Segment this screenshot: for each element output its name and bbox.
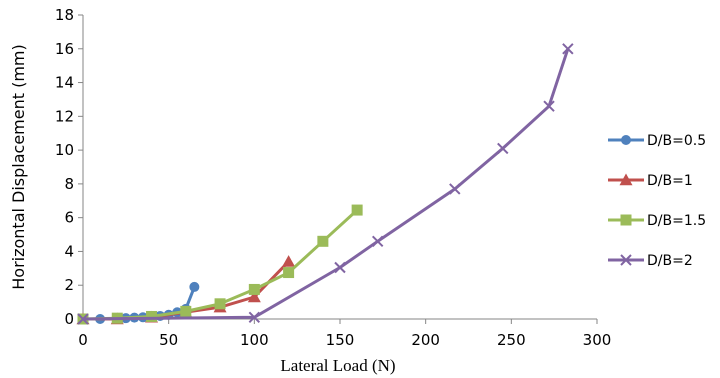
legend-item: D/B=2 xyxy=(608,253,693,269)
y-tick-label: 0 xyxy=(64,310,74,328)
y-tick-label: 10 xyxy=(55,141,74,159)
series-line xyxy=(82,48,570,321)
y-tick-label: 4 xyxy=(64,242,74,260)
legend-label: D/B=2 xyxy=(647,253,693,269)
x-tick-label: 50 xyxy=(159,331,178,349)
data-point xyxy=(562,43,574,55)
x-tick-label: 0 xyxy=(78,331,88,349)
legend-marker xyxy=(619,173,633,186)
data-point xyxy=(248,283,260,295)
y-tick-label: 16 xyxy=(55,40,74,58)
x-axis-label: Lateral Load (N) xyxy=(280,356,395,375)
x-tick-label: 200 xyxy=(411,331,440,349)
data-point xyxy=(351,204,363,216)
data-point xyxy=(146,310,158,322)
data-point xyxy=(77,313,89,325)
series-4 xyxy=(77,43,574,325)
data-point xyxy=(334,261,346,274)
data-point xyxy=(189,281,200,292)
x-tick-label: 150 xyxy=(326,331,355,349)
data-point xyxy=(214,298,226,310)
series-layer xyxy=(76,43,574,325)
x-ticks: 0 50 100 150 200 250 300 xyxy=(78,319,611,349)
x-tick-label: 100 xyxy=(240,331,269,349)
legend-item: D/B=1.5 xyxy=(608,213,706,229)
legend-marker xyxy=(620,214,632,226)
x-tick-label: 250 xyxy=(497,331,526,349)
legend-marker xyxy=(621,135,631,145)
y-tick-label: 18 xyxy=(55,6,74,24)
y-ticks: 0 2 4 6 8 10 12 14 16 18 xyxy=(55,6,83,328)
data-point xyxy=(248,311,261,324)
data-point xyxy=(282,255,296,267)
data-point xyxy=(180,305,192,317)
data-point xyxy=(371,235,384,248)
data-point xyxy=(317,235,329,247)
data-point xyxy=(283,267,295,279)
y-tick-label: 6 xyxy=(64,209,74,227)
data-point xyxy=(543,100,555,112)
legend-item: D/B=0.5 xyxy=(608,133,706,149)
y-tick-label: 12 xyxy=(55,107,74,125)
axes xyxy=(82,15,597,320)
x-tick-label: 300 xyxy=(583,331,612,349)
y-tick-label: 14 xyxy=(55,74,74,92)
data-point xyxy=(497,142,509,155)
data-point xyxy=(449,183,461,195)
y-tick-label: 2 xyxy=(64,276,74,294)
y-tick-label: 8 xyxy=(64,175,74,193)
data-point xyxy=(247,290,261,303)
legend-item: D/B=1 xyxy=(608,173,693,189)
legend-label: D/B=0.5 xyxy=(647,133,706,149)
legend: D/B=0.5 D/B=1 D/B=1.5 D/B=2 xyxy=(608,133,706,269)
legend-label: D/B=1.5 xyxy=(647,213,706,229)
legend-marker xyxy=(620,254,632,266)
series-3 xyxy=(77,204,363,325)
legend-label: D/B=1 xyxy=(647,173,693,189)
y-axis-label: Horizontal Displacement (mm) xyxy=(9,44,28,290)
